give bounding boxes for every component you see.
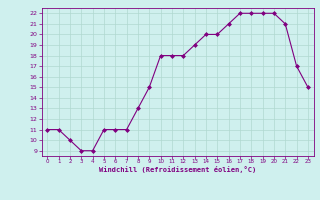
X-axis label: Windchill (Refroidissement éolien,°C): Windchill (Refroidissement éolien,°C) (99, 166, 256, 173)
